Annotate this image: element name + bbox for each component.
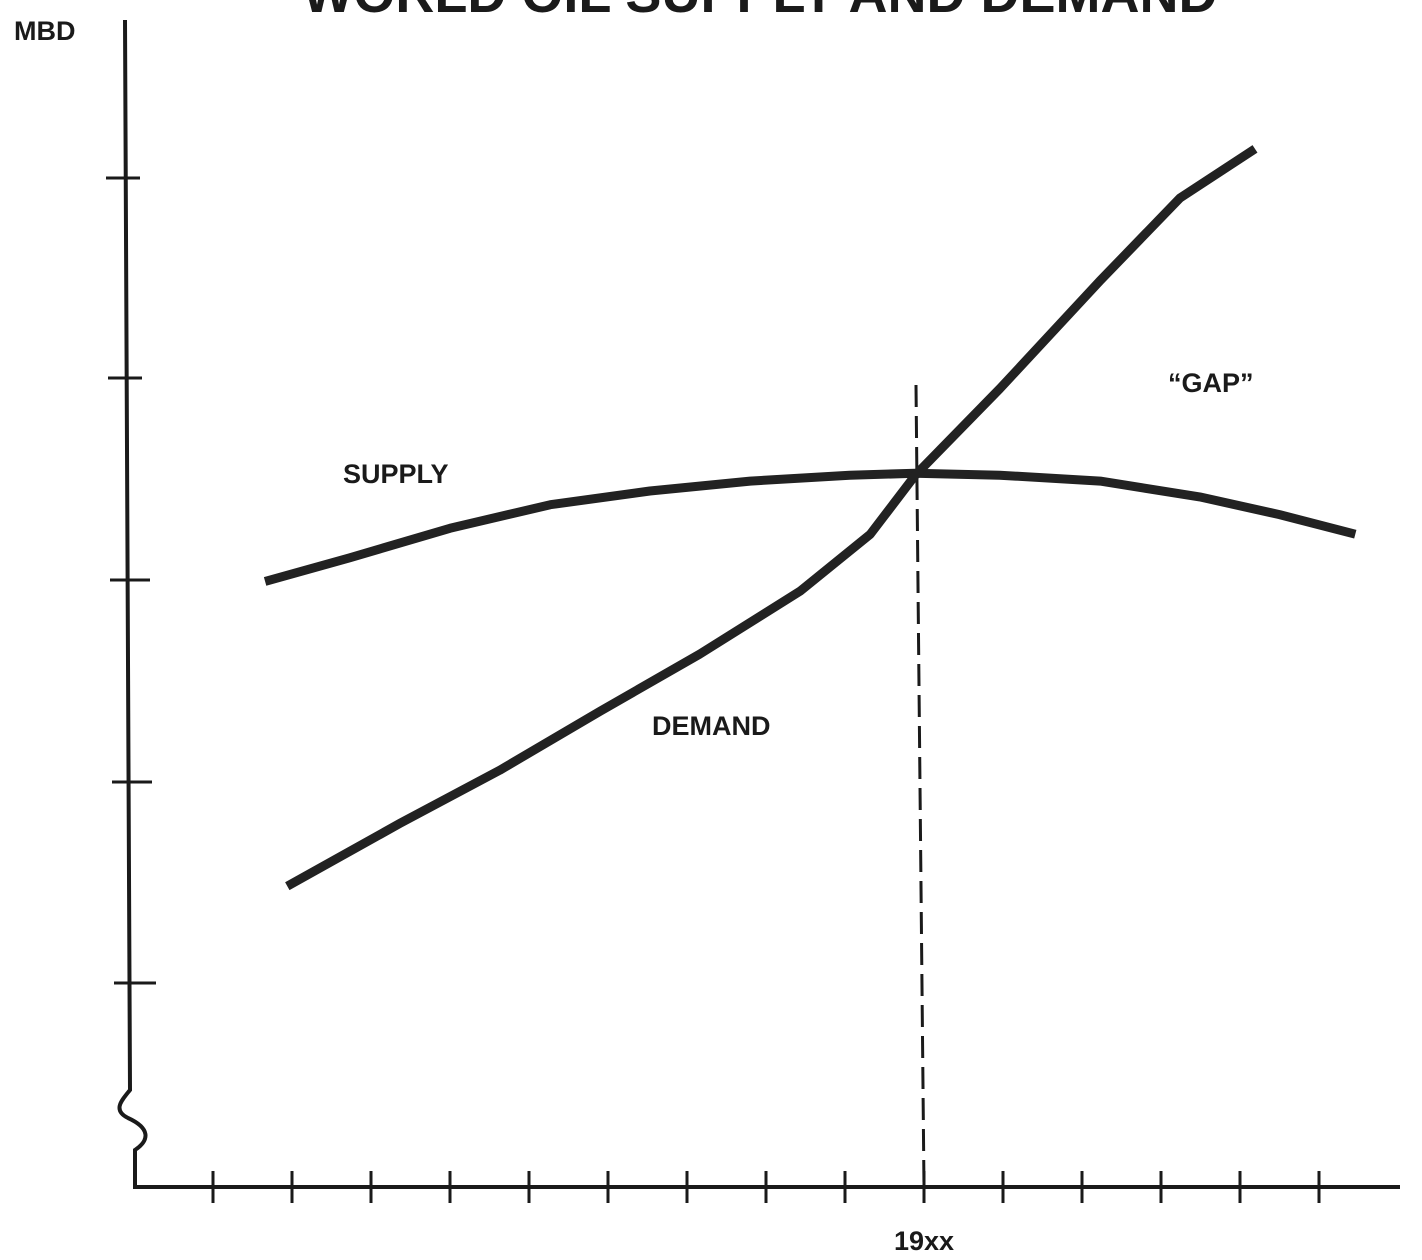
series-line [263, 468, 1357, 586]
y-axis-ticks [106, 176, 156, 985]
reference-line [914, 384, 926, 1188]
axes [117, 19, 1400, 1189]
chart-title: WORLD OIL SUPPLY AND DEMAND [302, 0, 1217, 24]
series-label: DEMAND [652, 711, 771, 741]
x-tick-label: 19xx [894, 1226, 954, 1256]
annotation: “GAP” [1168, 368, 1254, 398]
series-label: SUPPLY [343, 459, 449, 489]
series-line [285, 145, 1258, 891]
y-axis-label: MBD [14, 16, 76, 46]
